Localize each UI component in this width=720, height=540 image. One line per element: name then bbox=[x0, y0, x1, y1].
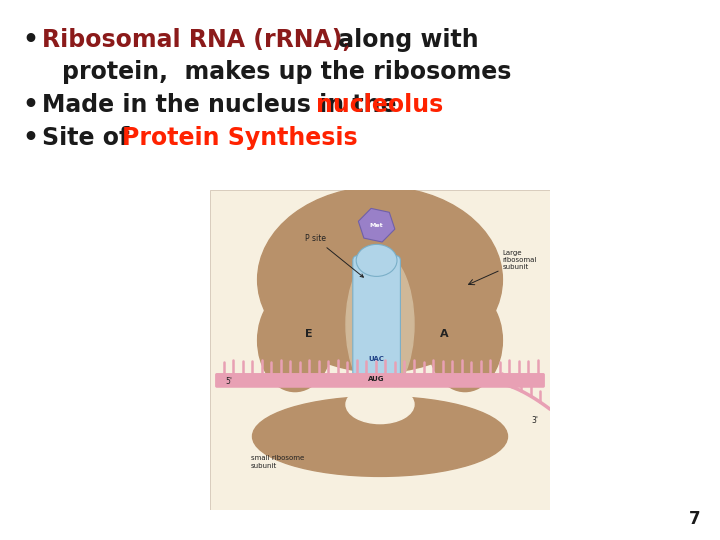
Text: AUG: AUG bbox=[369, 376, 385, 382]
Ellipse shape bbox=[428, 289, 503, 392]
Text: Ribosomal RNA (rRNA),: Ribosomal RNA (rRNA), bbox=[42, 28, 351, 52]
Ellipse shape bbox=[258, 289, 333, 392]
Text: nucleolus: nucleolus bbox=[316, 93, 444, 117]
Text: •: • bbox=[22, 28, 38, 52]
FancyBboxPatch shape bbox=[210, 190, 550, 510]
Text: protein,  makes up the ribosomes: protein, makes up the ribosomes bbox=[62, 60, 511, 84]
Text: along with: along with bbox=[330, 28, 479, 52]
Text: P site: P site bbox=[305, 234, 364, 277]
FancyBboxPatch shape bbox=[353, 255, 400, 377]
Text: E: E bbox=[305, 329, 312, 339]
Ellipse shape bbox=[346, 385, 414, 423]
Text: UAC: UAC bbox=[369, 356, 384, 362]
FancyBboxPatch shape bbox=[215, 373, 545, 388]
Text: 5': 5' bbox=[225, 377, 232, 387]
Text: Made in the nucleus in the: Made in the nucleus in the bbox=[42, 93, 405, 117]
Text: 3': 3' bbox=[531, 416, 539, 425]
Text: Large
ribosomal
subunit: Large ribosomal subunit bbox=[503, 251, 537, 271]
Text: 7: 7 bbox=[688, 510, 700, 528]
Text: small ribosome
subunit: small ribosome subunit bbox=[251, 456, 304, 469]
Text: •: • bbox=[22, 93, 38, 117]
Text: Site of: Site of bbox=[42, 126, 138, 150]
Text: •: • bbox=[22, 126, 38, 150]
Text: A: A bbox=[441, 329, 449, 339]
Ellipse shape bbox=[258, 187, 503, 373]
Ellipse shape bbox=[356, 245, 397, 276]
Text: Met: Met bbox=[370, 222, 384, 228]
Ellipse shape bbox=[253, 396, 508, 476]
Ellipse shape bbox=[346, 252, 414, 396]
Text: Protein Synthesis: Protein Synthesis bbox=[122, 126, 358, 150]
